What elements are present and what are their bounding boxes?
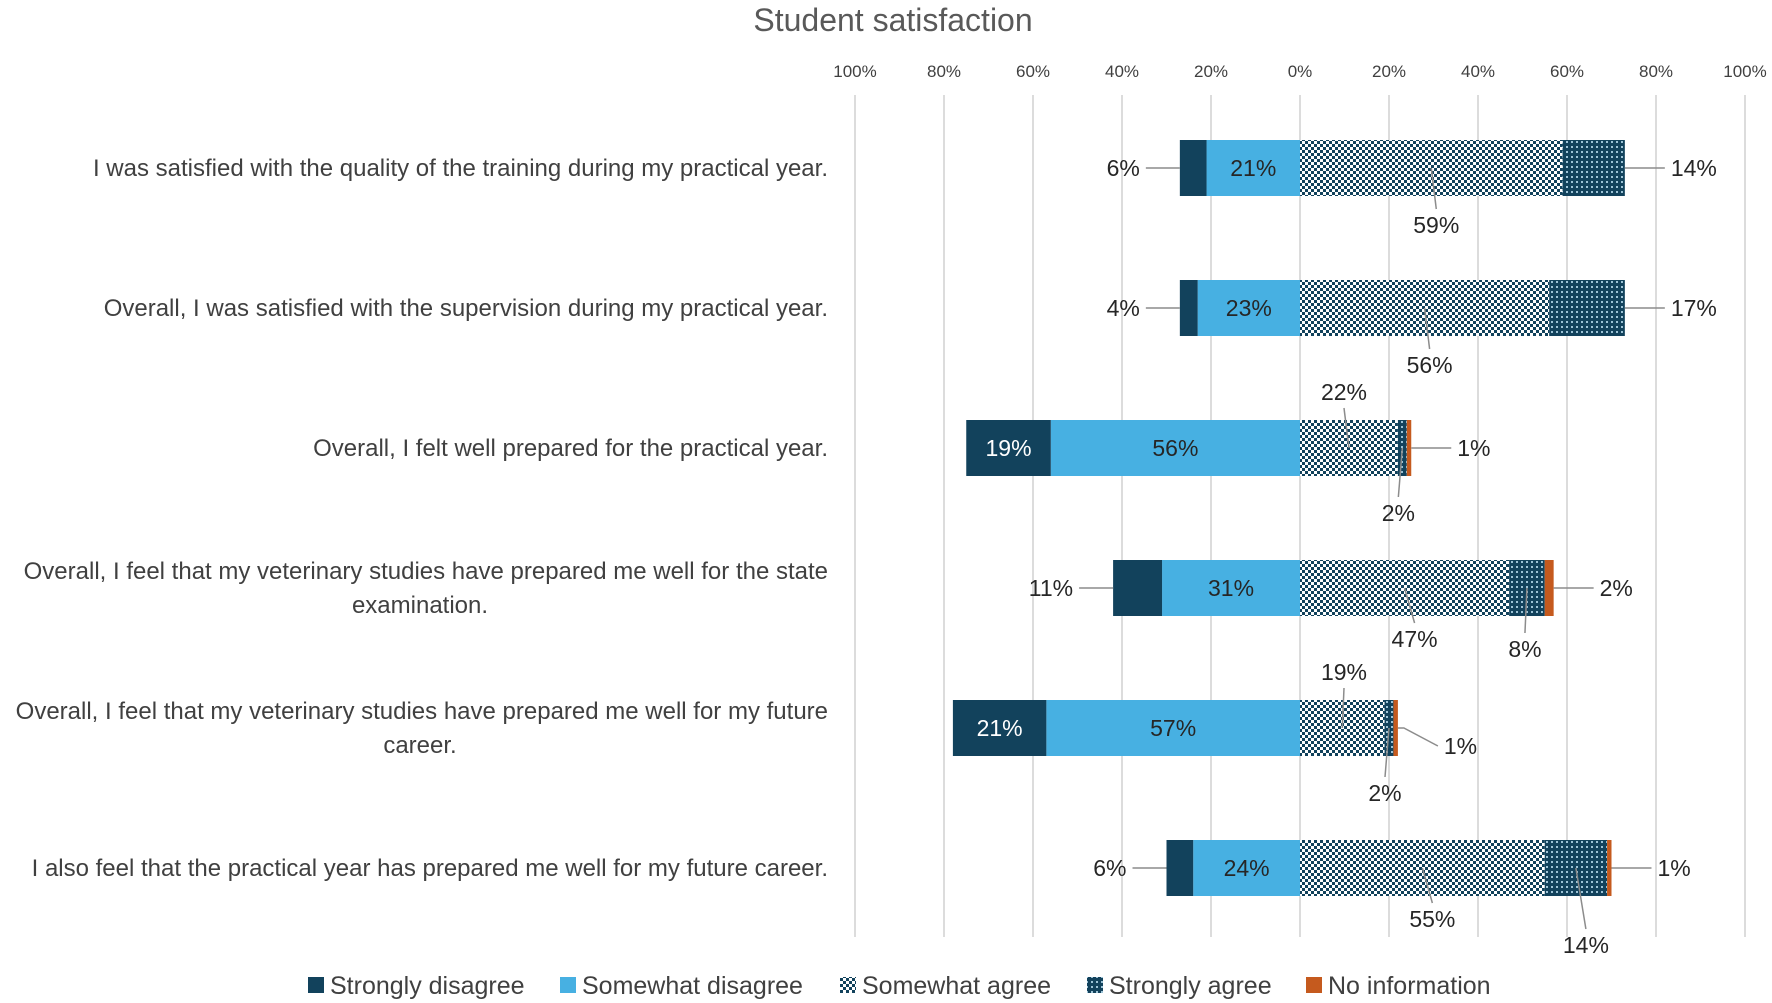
bar-somewhat-disagree <box>1050 420 1300 476</box>
legend-swatch-somewhat-agree <box>840 977 856 993</box>
bar-strongly-agree <box>1549 280 1625 336</box>
bar-strongly-disagree <box>1179 140 1207 196</box>
data-label: 56% <box>1407 352 1453 378</box>
chart-title: Student satisfaction <box>753 2 1032 38</box>
leader-line <box>1421 867 1434 904</box>
data-label: 1% <box>1457 435 1490 461</box>
data-label: 47% <box>1392 626 1438 652</box>
question-label: I also feel that the practical year has … <box>32 855 828 882</box>
legend-swatch-strongly-agree <box>1087 977 1103 993</box>
leader-line <box>1384 727 1390 778</box>
question-label: Overall, I feel that my veterinary studi… <box>16 698 828 725</box>
x-tick-label: 0% <box>1288 62 1313 81</box>
bar-strongly-disagree <box>1113 560 1163 616</box>
data-label: 2% <box>1382 500 1415 526</box>
question-label: Overall, I felt well prepared for the pr… <box>313 435 828 462</box>
bar-somewhat-disagree <box>1206 140 1300 196</box>
legend-swatch-strongly-disagree <box>308 977 324 993</box>
leader-line <box>1397 727 1439 747</box>
question-label: Overall, I was satisfied with the superv… <box>104 295 828 322</box>
x-tick-label: 20% <box>1194 62 1228 81</box>
bar-strongly-disagree <box>1166 840 1194 896</box>
data-label: 8% <box>1508 636 1541 662</box>
leader-line <box>1423 307 1431 350</box>
x-tick-label: 40% <box>1461 62 1495 81</box>
legend-swatch-no-information <box>1306 977 1322 993</box>
x-tick-label: 80% <box>927 62 961 81</box>
bar-strongly-disagree <box>1179 280 1198 336</box>
data-label: 55% <box>1409 906 1455 932</box>
data-label: 59% <box>1413 212 1459 238</box>
legend-label: No information <box>1328 972 1491 1000</box>
leader-line <box>1397 447 1404 498</box>
data-label: 57% <box>1150 715 1196 741</box>
x-tick-label: 100% <box>833 62 876 81</box>
data-label: 14% <box>1671 155 1717 181</box>
data-label: 17% <box>1671 295 1717 321</box>
x-tick-label: 60% <box>1550 62 1584 81</box>
data-label: 4% <box>1107 295 1140 321</box>
leader-line <box>1575 867 1587 930</box>
bar-somewhat-disagree <box>1046 700 1300 756</box>
data-label: 19% <box>986 435 1032 461</box>
data-label: 21% <box>977 715 1023 741</box>
data-label: 21% <box>1230 155 1276 181</box>
leader-line <box>1341 687 1345 729</box>
data-label: 1% <box>1658 855 1691 881</box>
legend-label: Strongly disagree <box>330 972 525 1000</box>
bar-strongly-agree <box>1562 140 1625 196</box>
legend-label: Somewhat disagree <box>582 972 803 1000</box>
legend-label: Somewhat agree <box>862 972 1051 1000</box>
x-tick-label: 60% <box>1016 62 1050 81</box>
question-label: examination. <box>352 592 488 619</box>
data-label: 19% <box>1321 659 1367 685</box>
data-label: 2% <box>1600 575 1633 601</box>
bar-somewhat-disagree <box>1162 560 1300 616</box>
bar-strongly-agree <box>1397 420 1407 476</box>
leader-line <box>1430 167 1438 210</box>
x-tick-label: 80% <box>1639 62 1673 81</box>
leader-line <box>1524 587 1528 634</box>
x-tick-label: 100% <box>1723 62 1766 81</box>
data-label: 1% <box>1444 733 1477 759</box>
bar-no-information <box>1406 420 1412 476</box>
legend-label: Strongly agree <box>1109 972 1272 1000</box>
bar-no-information <box>1393 700 1398 756</box>
bar-strongly-disagree <box>952 700 1047 756</box>
bar-no-information <box>1607 840 1612 896</box>
question-label: Overall, I feel that my veterinary studi… <box>24 558 828 585</box>
data-label: 6% <box>1093 855 1126 881</box>
data-label: 11% <box>1029 575 1073 601</box>
bar-somewhat-disagree <box>1193 840 1300 896</box>
data-label: 2% <box>1368 780 1401 806</box>
data-label: 56% <box>1152 435 1198 461</box>
data-label: 22% <box>1321 379 1367 405</box>
data-label: 14% <box>1563 932 1609 958</box>
legend-swatch-somewhat-disagree <box>560 977 576 993</box>
bar-somewhat-disagree <box>1197 280 1300 336</box>
data-label: 31% <box>1208 575 1254 601</box>
data-label: 24% <box>1224 855 1270 881</box>
leader-line <box>1343 407 1350 449</box>
leader-line <box>1403 587 1416 624</box>
question-label: career. <box>383 732 456 759</box>
x-tick-label: 40% <box>1105 62 1139 81</box>
question-label: I was satisfied with the quality of the … <box>93 155 828 182</box>
bar-strongly-disagree <box>966 420 1051 476</box>
data-label: 23% <box>1226 295 1272 321</box>
x-tick-label: 20% <box>1372 62 1406 81</box>
data-label: 6% <box>1107 155 1140 181</box>
bar-no-information <box>1544 560 1554 616</box>
